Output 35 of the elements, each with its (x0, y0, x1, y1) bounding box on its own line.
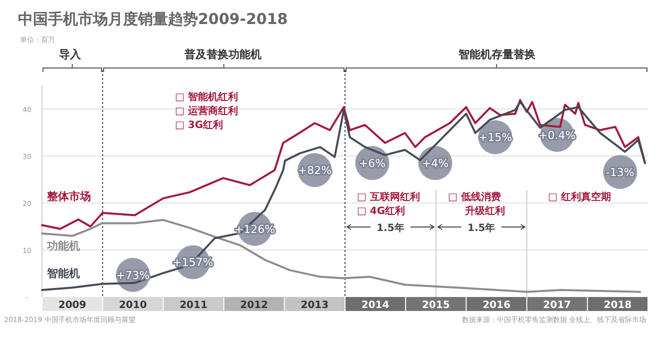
annotation: □ 3G红利 (175, 119, 224, 131)
x-tick-label: 2013 (300, 300, 329, 311)
annotation: □ 低线消费 (448, 191, 501, 203)
series-label: 功能机 (46, 240, 80, 253)
x-tick-label: 2018 (604, 300, 632, 311)
text: 智能机存量替换 (458, 48, 536, 61)
annotation: □ 互联网红利 (357, 191, 420, 203)
annotation: -13% (606, 166, 634, 179)
text: 普及替换功能机 (184, 48, 262, 61)
annotation: 升级红利 (464, 205, 505, 217)
x-tick-label: 2012 (240, 300, 268, 311)
x-tick-label: 2015 (422, 300, 450, 311)
x-tick-label: 2016 (482, 300, 510, 311)
x-tick-label: 2010 (118, 300, 147, 311)
x-tick-label: 2017 (543, 300, 572, 311)
series-label: 智能机 (46, 266, 80, 280)
x-tick-label: 2011 (180, 300, 208, 311)
chart-title: 中国手机市场月度销量趋势2009-2018 (18, 10, 288, 28)
annotation: +73% (116, 268, 150, 282)
line-series (41, 100, 646, 291)
annotation: +4% (422, 157, 449, 170)
text: 导入 (59, 48, 82, 61)
annotation: +6% (358, 157, 386, 170)
annotation: □ 运营商红利 (175, 105, 238, 117)
x-tick-label: 2009 (58, 300, 86, 311)
annotation: 1.5年 (376, 222, 404, 234)
annotation: +15% (478, 131, 512, 144)
annotation: +82% (298, 164, 332, 178)
x-tick-label: 2014 (361, 300, 390, 311)
annotation: □ 4G红利 (357, 205, 406, 217)
annotation: □ 红利真空期 (548, 191, 611, 203)
series-label: 整体市场 (46, 190, 91, 204)
annotation: 1.5年 (467, 222, 496, 234)
annotation: □ 智能机红利 (175, 91, 238, 103)
line-series (41, 218, 642, 293)
